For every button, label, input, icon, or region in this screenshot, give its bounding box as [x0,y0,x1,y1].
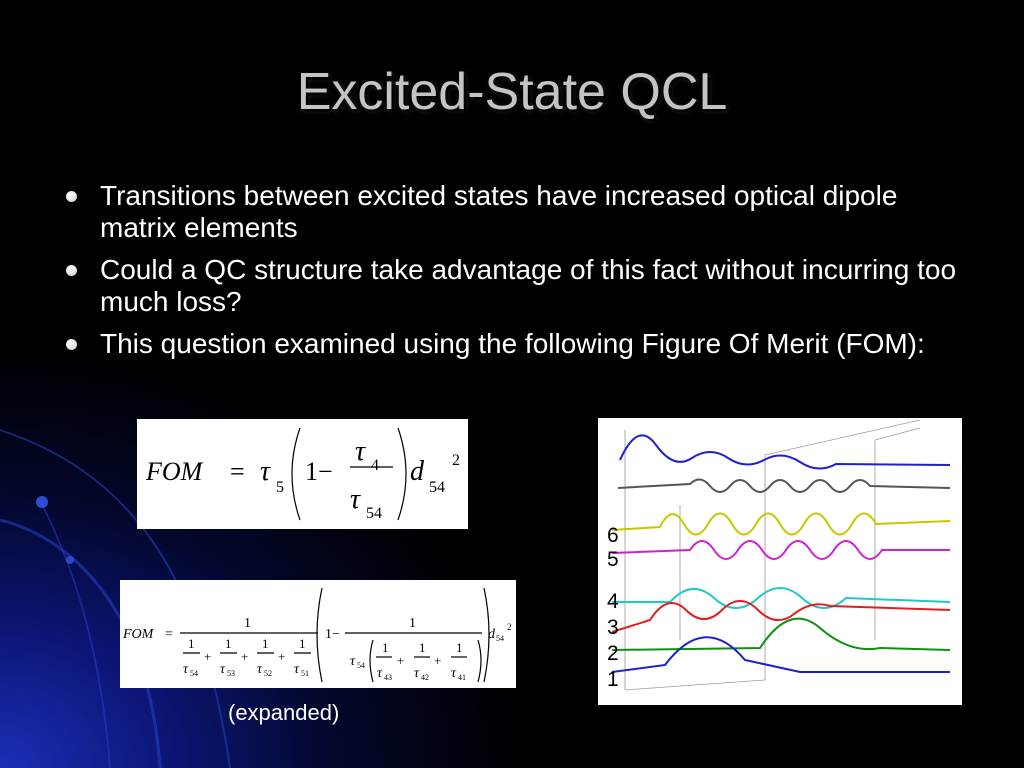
equation-symbol: τ [414,666,420,681]
equation-symbol: + [278,649,285,664]
equation-symbol: 54 [429,479,445,496]
equation-symbol: 51 [301,669,309,678]
equation-symbol: τ [183,662,189,677]
equation-symbol: 4 [371,457,379,474]
equation-box [137,419,468,529]
equation-symbol: 1− [305,457,333,486]
equation-symbol: τ [257,662,263,677]
state-label: 6 [607,524,619,547]
equation-symbol: 1 [299,636,306,651]
equation-symbol: τ [451,666,457,681]
equation-symbol: 43 [384,673,392,682]
equation-symbol: + [204,649,211,664]
equation-symbol: = [230,457,245,486]
equation-symbol: + [241,649,248,664]
equation-symbol: = [165,627,173,642]
equation-symbol: FOM [145,457,204,486]
equation-symbol: 2 [452,452,460,469]
glow-dot [66,556,74,564]
equation-symbol: τ [220,662,226,677]
bullet: Could a QC structure take advantage of t… [66,254,957,317]
equation-symbol: 54 [190,669,198,678]
equation-symbol: 5 [276,479,284,496]
equation-symbol: τ [350,654,356,669]
equation-symbol: d [488,627,496,642]
equation-symbol: τ [260,456,271,487]
state-label: 5 [607,548,619,571]
equation-symbol: 54 [496,634,504,643]
equation-symbol: τ [377,666,383,681]
equation-symbol: 1 [382,640,389,655]
equation-symbol: 1 [188,636,195,651]
plot-box [598,418,962,705]
equation-symbol: d [410,456,425,487]
wavefunctions [611,434,951,673]
equation-symbol: 2 [507,622,512,632]
bullet: Transitions between excited states have … [66,180,958,244]
caption: (expanded) [228,700,340,725]
equation-symbol: 1 [225,636,232,651]
equation-symbol: 1 [409,616,416,631]
state-label: 1 [607,668,619,691]
equation-symbol: + [434,653,441,668]
equation-symbol: FOM [122,627,155,642]
bullet: This question examined using the followi… [66,328,958,360]
state-label: 3 [607,616,619,639]
equation-symbol: 41 [458,673,466,682]
bullet-list: Transitions between excited states have … [66,180,958,370]
equation-symbol: 52 [264,669,272,678]
equation-symbol: τ [355,436,366,467]
equation-symbol: 1 [419,640,426,655]
state-label: 2 [607,642,619,665]
equation-lines [180,427,490,683]
glow-dot [36,496,48,508]
equation-symbol: 1 [262,636,269,651]
equation-symbol: 1− [325,627,340,642]
equation-box [120,580,516,688]
equation-symbol: 54 [357,661,365,670]
state-label: 4 [607,590,619,613]
equation-symbol: τ [350,484,361,515]
equation-symbol: + [397,653,404,668]
equation-symbol: 1 [456,640,463,655]
equation-symbol: τ [294,662,300,677]
equation-symbol: 1 [244,616,251,631]
swirl [0,429,231,768]
slide-title: Excited-State QCL [296,63,728,121]
equation-symbol: 53 [227,669,235,678]
equation-symbol: 54 [366,505,382,522]
plot-frame [624,419,921,691]
equation-symbol: 42 [421,673,429,682]
